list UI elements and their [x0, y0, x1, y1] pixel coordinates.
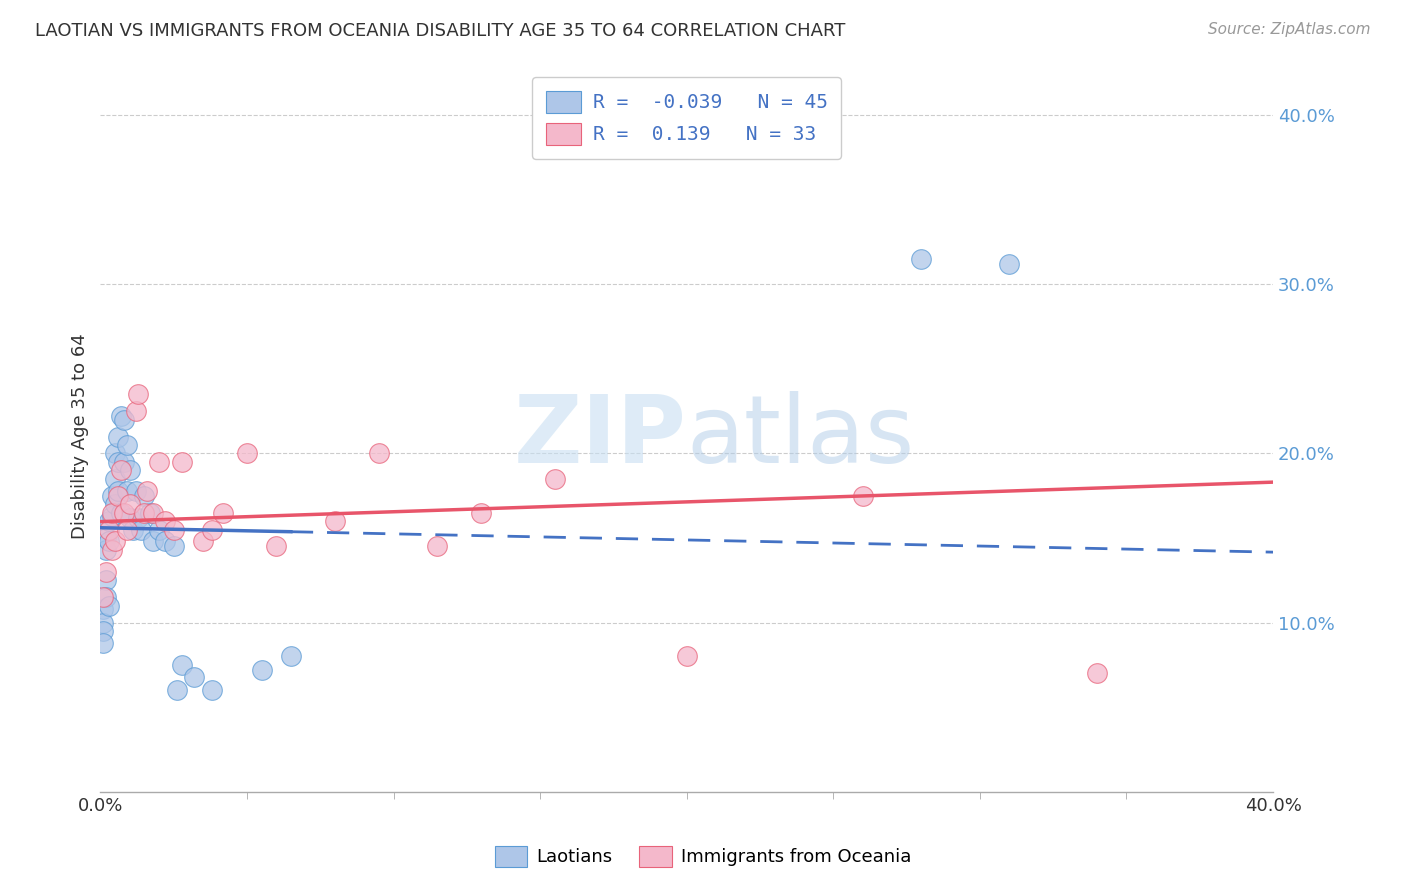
Point	[163, 540, 186, 554]
Point	[115, 483, 138, 498]
Point	[280, 649, 302, 664]
Point	[127, 387, 149, 401]
Point	[104, 472, 127, 486]
Point	[323, 514, 346, 528]
Point	[101, 509, 124, 524]
Point	[139, 506, 162, 520]
Point	[107, 489, 129, 503]
Point	[96, 591, 118, 605]
Point	[107, 483, 129, 498]
Point	[112, 455, 135, 469]
Point	[104, 497, 127, 511]
Point	[110, 409, 132, 424]
Point	[183, 670, 205, 684]
Point	[148, 455, 170, 469]
Point	[134, 506, 156, 520]
Point	[264, 540, 287, 554]
Point	[107, 455, 129, 469]
Point	[250, 663, 273, 677]
Point	[470, 506, 492, 520]
Point	[166, 683, 188, 698]
Point	[675, 649, 697, 664]
Point	[127, 510, 149, 524]
Point	[910, 252, 932, 266]
Point	[236, 446, 259, 460]
Point	[91, 591, 114, 605]
Point	[98, 514, 121, 528]
Point	[112, 506, 135, 520]
Point	[104, 534, 127, 549]
Point	[101, 506, 124, 520]
Point	[201, 683, 224, 698]
Point	[91, 602, 114, 616]
Point	[115, 523, 138, 537]
Point	[212, 506, 235, 520]
Point	[110, 463, 132, 477]
Point	[112, 412, 135, 426]
Point	[1085, 666, 1108, 681]
Text: Source: ZipAtlas.com: Source: ZipAtlas.com	[1208, 22, 1371, 37]
Point	[544, 472, 567, 486]
Point	[134, 489, 156, 503]
Point	[136, 483, 159, 498]
Text: LAOTIAN VS IMMIGRANTS FROM OCEANIA DISABILITY AGE 35 TO 64 CORRELATION CHART: LAOTIAN VS IMMIGRANTS FROM OCEANIA DISAB…	[35, 22, 845, 40]
Point	[98, 599, 121, 613]
Point	[142, 534, 165, 549]
Point	[96, 542, 118, 557]
Point	[172, 455, 194, 469]
Legend: Laotians, Immigrants from Oceania: Laotians, Immigrants from Oceania	[488, 838, 918, 874]
Point	[91, 636, 114, 650]
Point	[367, 446, 389, 460]
Point	[118, 510, 141, 524]
Point	[101, 489, 124, 503]
Point	[124, 483, 146, 498]
Point	[118, 463, 141, 477]
Point	[98, 523, 121, 537]
Point	[153, 514, 176, 528]
Point	[91, 624, 114, 638]
Point	[148, 523, 170, 537]
Point	[96, 565, 118, 579]
Point	[110, 506, 132, 520]
Point	[153, 534, 176, 549]
Point	[131, 523, 153, 537]
Text: atlas: atlas	[686, 391, 915, 483]
Point	[121, 523, 143, 537]
Point	[124, 404, 146, 418]
Point	[118, 497, 141, 511]
Point	[96, 574, 118, 588]
Point	[201, 523, 224, 537]
Legend: R =  -0.039   N = 45, R =  0.139   N = 33: R = -0.039 N = 45, R = 0.139 N = 33	[533, 77, 841, 159]
Point	[107, 429, 129, 443]
Point	[115, 438, 138, 452]
Point	[98, 534, 121, 549]
Point	[426, 540, 449, 554]
Point	[96, 531, 118, 545]
Point	[191, 534, 214, 549]
Point	[172, 657, 194, 672]
Point	[91, 615, 114, 630]
Point	[163, 523, 186, 537]
Point	[101, 542, 124, 557]
Point	[142, 506, 165, 520]
Y-axis label: Disability Age 35 to 64: Disability Age 35 to 64	[72, 334, 89, 540]
Point	[852, 489, 875, 503]
Text: ZIP: ZIP	[513, 391, 686, 483]
Point	[998, 257, 1021, 271]
Point	[104, 446, 127, 460]
